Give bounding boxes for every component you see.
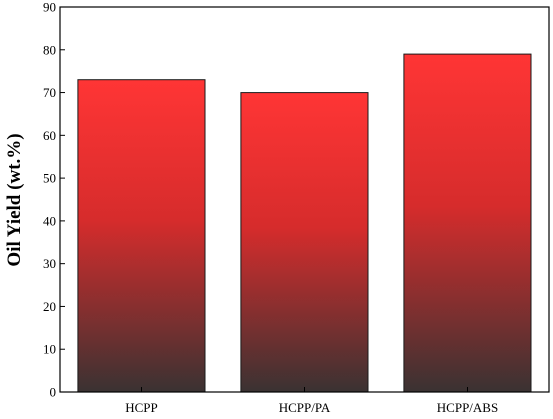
- x-tick-label: HCPP/ABS: [437, 400, 498, 415]
- axes-layer: 0 10 20 30 40 50 60 70 80 90 HCPP HCPP/PA HCPP/ABS: [43, 0, 550, 415]
- y-tick-label: 0: [50, 385, 57, 400]
- bar-hcpp: [77, 79, 206, 393]
- y-tick-label: 80: [43, 42, 56, 57]
- y-tick-label: 10: [43, 342, 56, 357]
- y-tick-label: 20: [43, 299, 56, 314]
- y-tick-label: 60: [43, 128, 56, 143]
- x-tick-label: HCPP/PA: [279, 400, 331, 415]
- y-tick-label: 30: [43, 256, 56, 271]
- y-axis-title: Oil Yield (wt.%): [4, 133, 25, 266]
- y-tick-label: 70: [43, 85, 56, 100]
- bars-layer: [77, 53, 532, 393]
- y-tick-label: 50: [43, 171, 56, 186]
- bar-hcpp-abs: [403, 53, 532, 393]
- x-tick-label: HCPP: [125, 400, 158, 415]
- y-tick-label: 40: [43, 213, 56, 228]
- bar-hcpp-pa: [240, 92, 369, 393]
- y-tick-label: 90: [43, 0, 56, 15]
